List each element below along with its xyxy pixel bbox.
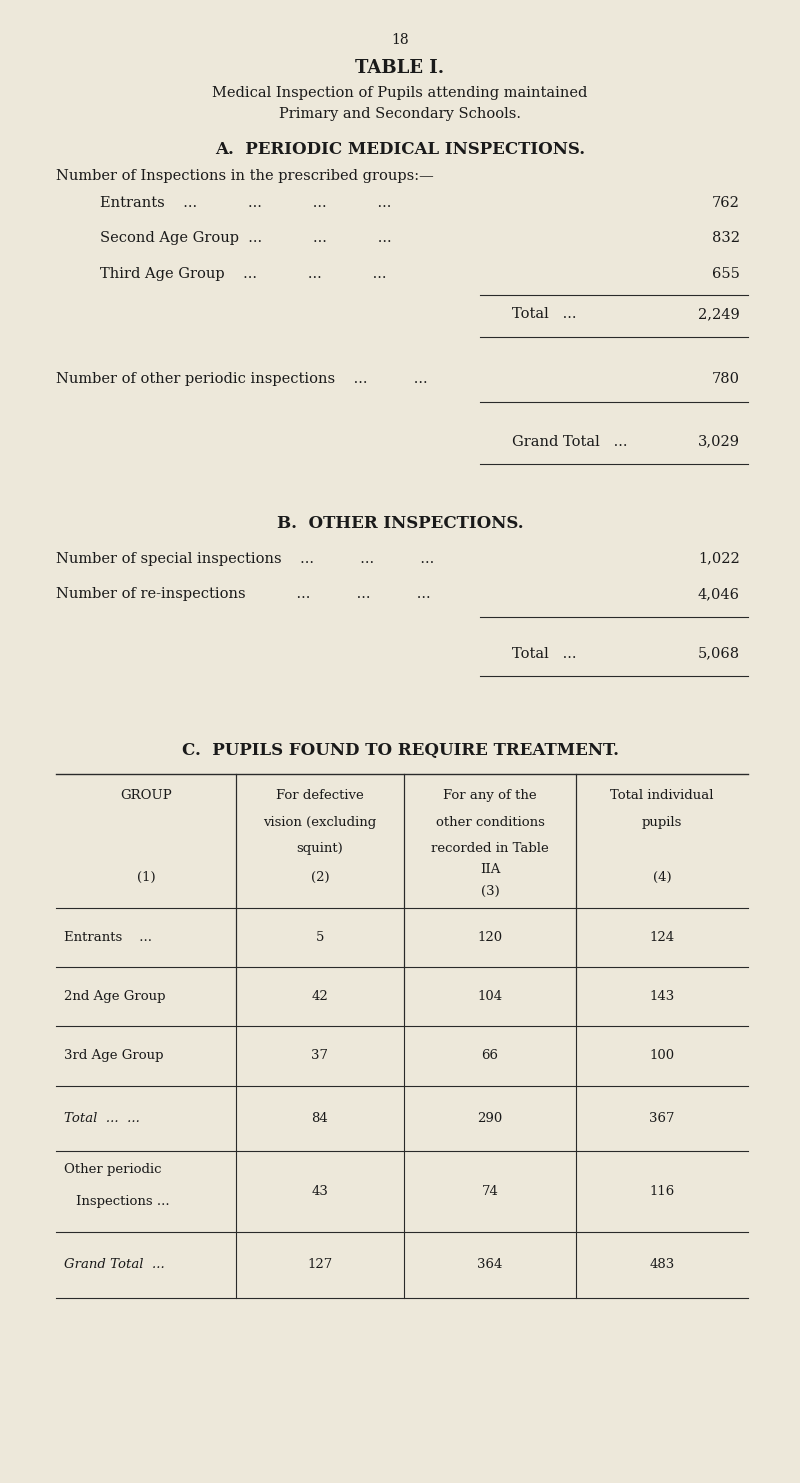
Text: 84: 84 bbox=[312, 1112, 328, 1124]
Text: Primary and Secondary Schools.: Primary and Secondary Schools. bbox=[279, 107, 521, 120]
Text: 116: 116 bbox=[650, 1185, 674, 1198]
Text: 2,249: 2,249 bbox=[698, 307, 740, 320]
Text: 5: 5 bbox=[316, 931, 324, 943]
Text: vision (excluding: vision (excluding bbox=[263, 816, 377, 829]
Text: C.  PUPILS FOUND TO REQUIRE TREATMENT.: C. PUPILS FOUND TO REQUIRE TREATMENT. bbox=[182, 742, 618, 758]
Text: 104: 104 bbox=[478, 991, 502, 1003]
Text: 1,022: 1,022 bbox=[698, 552, 740, 565]
Text: Total   ...: Total ... bbox=[512, 647, 577, 660]
Text: Inspections ...: Inspections ... bbox=[76, 1195, 170, 1209]
Text: B.  OTHER INSPECTIONS.: B. OTHER INSPECTIONS. bbox=[277, 515, 523, 531]
Text: recorded in Table: recorded in Table bbox=[431, 842, 549, 856]
Text: For defective: For defective bbox=[276, 789, 364, 802]
Text: 832: 832 bbox=[712, 231, 740, 245]
Text: Number of Inspections in the prescribed groups:—: Number of Inspections in the prescribed … bbox=[56, 169, 434, 182]
Text: IIA: IIA bbox=[480, 863, 500, 876]
Text: GROUP: GROUP bbox=[120, 789, 172, 802]
Text: Total individual: Total individual bbox=[610, 789, 714, 802]
Text: Number of re-inspections           ...          ...          ...: Number of re-inspections ... ... ... bbox=[56, 587, 445, 601]
Text: Third Age Group    ...           ...           ...: Third Age Group ... ... ... bbox=[100, 267, 410, 280]
Text: 37: 37 bbox=[311, 1050, 329, 1062]
Text: 143: 143 bbox=[650, 991, 674, 1003]
Text: (1): (1) bbox=[137, 871, 155, 884]
Text: Grand Total  ...: Grand Total ... bbox=[64, 1259, 165, 1271]
Text: Entrants    ...           ...           ...           ...: Entrants ... ... ... ... bbox=[100, 196, 414, 209]
Text: pupils: pupils bbox=[642, 816, 682, 829]
Text: other conditions: other conditions bbox=[435, 816, 545, 829]
Text: 42: 42 bbox=[312, 991, 328, 1003]
Text: 120: 120 bbox=[478, 931, 502, 943]
Text: 74: 74 bbox=[482, 1185, 498, 1198]
Text: 18: 18 bbox=[391, 33, 409, 46]
Text: 655: 655 bbox=[712, 267, 740, 280]
Text: 100: 100 bbox=[650, 1050, 674, 1062]
Text: Other periodic: Other periodic bbox=[64, 1163, 162, 1176]
Text: Second Age Group  ...           ...           ...: Second Age Group ... ... ... bbox=[100, 231, 414, 245]
Text: 483: 483 bbox=[650, 1259, 674, 1271]
Text: 5,068: 5,068 bbox=[698, 647, 740, 660]
Text: Number of special inspections    ...          ...          ...: Number of special inspections ... ... ..… bbox=[56, 552, 448, 565]
Text: 780: 780 bbox=[712, 372, 740, 386]
Text: 124: 124 bbox=[650, 931, 674, 943]
Text: TABLE I.: TABLE I. bbox=[355, 59, 445, 77]
Text: 290: 290 bbox=[478, 1112, 502, 1124]
Text: (2): (2) bbox=[310, 871, 330, 884]
Text: Total  ...  ...: Total ... ... bbox=[64, 1112, 140, 1124]
Text: For any of the: For any of the bbox=[443, 789, 537, 802]
Text: 364: 364 bbox=[478, 1259, 502, 1271]
Text: A.  PERIODIC MEDICAL INSPECTIONS.: A. PERIODIC MEDICAL INSPECTIONS. bbox=[215, 141, 585, 157]
Text: Grand Total   ...: Grand Total ... bbox=[512, 435, 627, 448]
Text: 43: 43 bbox=[311, 1185, 329, 1198]
Text: Medical Inspection of Pupils attending maintained: Medical Inspection of Pupils attending m… bbox=[212, 86, 588, 99]
Text: Entrants    ...: Entrants ... bbox=[64, 931, 152, 943]
Text: 127: 127 bbox=[307, 1259, 333, 1271]
Text: squint): squint) bbox=[297, 842, 343, 856]
Text: 3,029: 3,029 bbox=[698, 435, 740, 448]
Text: (4): (4) bbox=[653, 871, 671, 884]
Text: Total   ...: Total ... bbox=[512, 307, 577, 320]
Text: 762: 762 bbox=[712, 196, 740, 209]
Text: 4,046: 4,046 bbox=[698, 587, 740, 601]
Text: Number of other periodic inspections    ...          ...: Number of other periodic inspections ...… bbox=[56, 372, 450, 386]
Text: 2nd Age Group: 2nd Age Group bbox=[64, 991, 166, 1003]
Text: 66: 66 bbox=[482, 1050, 498, 1062]
Text: (3): (3) bbox=[481, 885, 499, 899]
Text: 367: 367 bbox=[650, 1112, 674, 1124]
Text: 3rd Age Group: 3rd Age Group bbox=[64, 1050, 163, 1062]
